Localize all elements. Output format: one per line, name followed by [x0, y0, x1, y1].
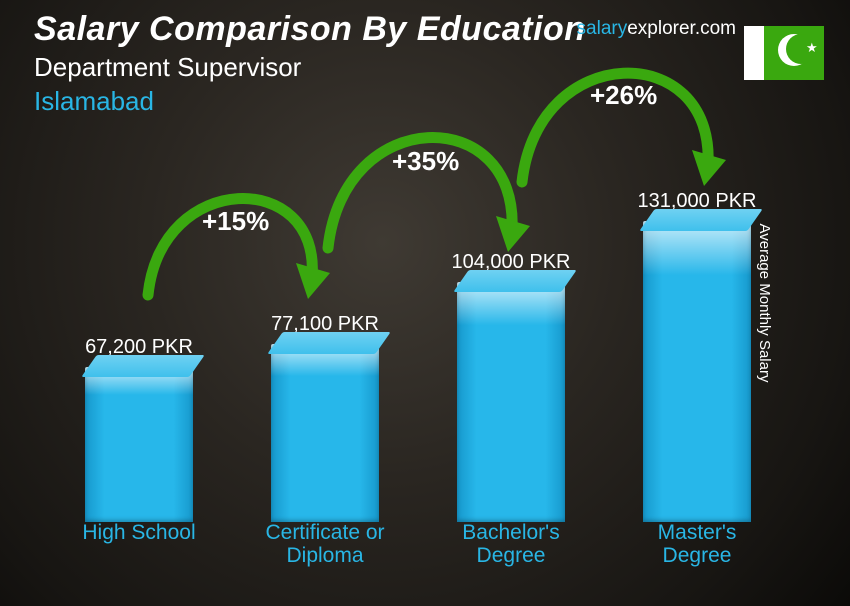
chart-subtitle-city: Islamabad — [34, 86, 154, 117]
category-label: High School — [46, 522, 232, 570]
increase-label: +26% — [590, 80, 657, 111]
chart-title: Salary Comparison By Education — [34, 10, 586, 49]
attribution-rest: explorer.com — [627, 18, 736, 39]
increase-label: +35% — [392, 146, 459, 177]
bar — [643, 221, 751, 522]
bar-chart: 67,200 PKR77,100 PKR104,000 PKR131,000 P… — [46, 120, 790, 570]
bar-slot: 67,200 PKR — [46, 336, 232, 522]
bar — [457, 282, 565, 522]
attribution-accent: salary — [577, 18, 628, 39]
increase-label: +15% — [202, 206, 269, 237]
category-label: Bachelor'sDegree — [418, 522, 604, 570]
bar — [85, 367, 193, 522]
pakistan-flag-icon: ★ — [744, 26, 824, 80]
category-label: Master'sDegree — [604, 522, 790, 570]
bar-slot: 77,100 PKR — [232, 313, 418, 522]
category-label: Certificate orDiploma — [232, 522, 418, 570]
bar — [271, 344, 379, 522]
attribution: salaryexplorer.com — [577, 18, 736, 40]
bar-slot: 131,000 PKR — [604, 190, 790, 522]
chart-subtitle-job: Department Supervisor — [34, 52, 301, 83]
bar-slot: 104,000 PKR — [418, 251, 604, 522]
stage: Salary Comparison By Education Departmen… — [0, 0, 850, 606]
